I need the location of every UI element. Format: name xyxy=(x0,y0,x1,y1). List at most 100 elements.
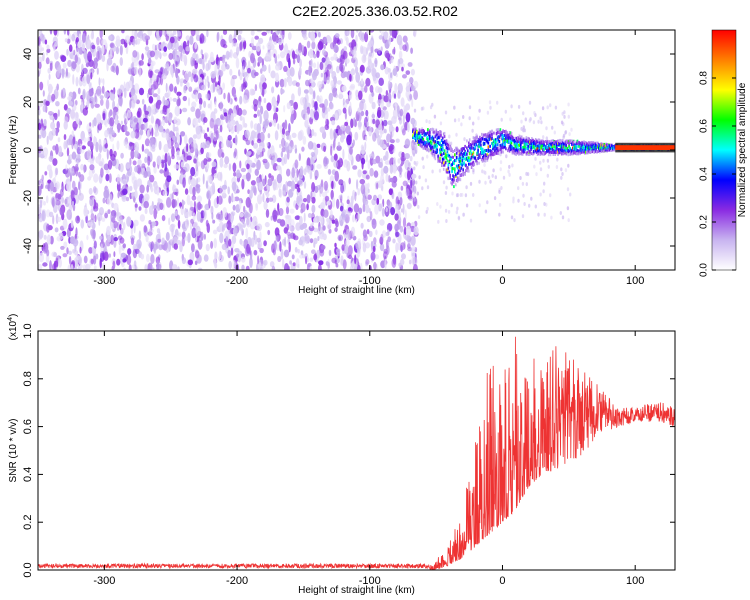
signal-cell xyxy=(586,148,588,152)
signal-cell xyxy=(467,169,469,173)
noise-cell xyxy=(261,173,264,181)
signal-cell xyxy=(418,128,421,132)
noise-cell xyxy=(114,114,118,126)
noise-cell xyxy=(436,202,439,206)
signal-cell xyxy=(442,160,444,164)
noise-cell xyxy=(542,189,545,194)
signal-cell xyxy=(594,142,596,146)
signal-cell xyxy=(612,147,614,150)
signal-cell xyxy=(412,134,414,138)
noise-cell xyxy=(399,196,403,206)
noise-cell xyxy=(258,262,262,268)
noise-cell xyxy=(115,35,120,42)
noise-cell xyxy=(206,127,210,132)
noise-cell xyxy=(237,34,242,41)
signal-cell xyxy=(464,153,466,157)
noise-cell xyxy=(373,170,379,178)
signal-cell xyxy=(528,141,530,144)
noise-cell xyxy=(350,30,355,39)
noise-cell xyxy=(386,100,391,108)
signal-cell xyxy=(582,146,584,150)
signal-cell xyxy=(544,146,546,150)
noise-cell xyxy=(239,30,243,35)
noise-cell xyxy=(520,126,523,131)
noise-cell xyxy=(48,168,53,179)
signal-cell xyxy=(431,127,434,131)
noise-cell xyxy=(47,179,52,184)
noise-cell xyxy=(55,167,59,176)
noise-cell xyxy=(94,49,97,56)
noise-cell xyxy=(203,208,207,220)
noise-cell xyxy=(533,111,536,115)
signal-cell xyxy=(488,137,490,141)
signal-cell xyxy=(552,144,555,148)
noise-cell xyxy=(428,120,431,124)
noise-cell xyxy=(67,30,70,36)
signal-cell xyxy=(557,150,559,154)
noise-cell xyxy=(93,240,97,249)
noise-cell xyxy=(157,88,161,95)
signal-cell xyxy=(424,144,426,148)
noise-cell xyxy=(54,112,58,121)
noise-cell xyxy=(154,128,157,138)
signal-cell xyxy=(491,142,493,146)
noise-cell xyxy=(367,182,370,189)
noise-cell xyxy=(141,33,148,42)
noise-cell xyxy=(62,218,68,230)
noise-cell xyxy=(129,185,133,192)
noise-cell xyxy=(309,117,314,125)
signal-cell xyxy=(546,149,549,152)
noise-cell xyxy=(42,262,48,267)
signal-cell xyxy=(454,159,456,162)
noise-cell xyxy=(512,196,515,201)
signal-cell xyxy=(455,146,457,150)
signal-cell xyxy=(517,149,519,153)
signal-cell xyxy=(450,163,452,167)
noise-cell xyxy=(277,38,282,45)
noise-cell xyxy=(402,180,408,187)
noise-cell xyxy=(487,175,491,180)
noise-cell xyxy=(85,38,92,50)
noise-cell xyxy=(151,146,156,152)
noise-cell xyxy=(335,262,339,268)
signal-cell xyxy=(462,171,464,175)
noise-cell xyxy=(79,189,82,196)
noise-cell xyxy=(179,81,183,87)
noise-cell xyxy=(326,36,332,44)
noise-cell xyxy=(382,251,388,260)
noise-cell xyxy=(388,35,392,46)
signal-cell xyxy=(424,146,426,150)
signal-cell xyxy=(416,140,419,144)
noise-cell xyxy=(380,233,384,243)
noise-cell xyxy=(68,250,72,255)
noise-cell xyxy=(257,194,263,205)
noise-cell xyxy=(216,213,221,220)
signal-cell xyxy=(582,142,584,146)
noise-cell xyxy=(66,147,70,157)
noise-cell xyxy=(151,88,154,95)
signal-cell xyxy=(499,128,502,132)
noise-cell xyxy=(166,152,170,162)
noise-cell xyxy=(45,100,50,107)
signal-cell xyxy=(461,156,464,160)
signal-cell xyxy=(431,135,434,139)
signal-cell xyxy=(480,139,482,143)
signal-cell xyxy=(469,143,472,146)
noise-cell xyxy=(357,121,362,128)
signal-cell xyxy=(499,144,502,148)
noise-cell xyxy=(511,163,514,168)
noise-cell xyxy=(47,92,51,102)
noise-cell xyxy=(262,148,266,153)
noise-cell xyxy=(415,180,418,185)
noise-cell xyxy=(134,30,138,40)
signal-cell xyxy=(442,136,444,140)
signal-cell xyxy=(416,135,419,139)
noise-cell xyxy=(336,198,340,209)
signal-cell xyxy=(462,147,464,150)
signal-cell xyxy=(447,153,450,157)
noise-cell xyxy=(500,117,503,122)
noise-cell xyxy=(513,218,516,223)
signal-cell xyxy=(456,176,459,180)
signal-cell xyxy=(433,145,436,149)
noise-cell xyxy=(202,141,206,149)
